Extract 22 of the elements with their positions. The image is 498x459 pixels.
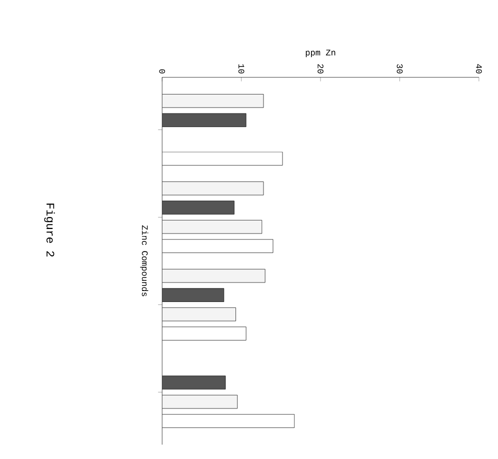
y-axis-title: Zinc Compounds (140, 225, 148, 296)
bar (162, 288, 224, 302)
text: Figure 2 (44, 204, 55, 257)
bar (162, 239, 274, 253)
bar (162, 94, 264, 108)
bar (162, 394, 238, 409)
bar (162, 152, 283, 166)
bar (162, 326, 246, 340)
x-tick-label: 40 (476, 64, 482, 74)
bar (162, 376, 226, 390)
x-tick-label: 10 (238, 64, 244, 74)
bar (162, 182, 264, 196)
x-axis-title: ppm Zn (306, 50, 336, 58)
bar (162, 113, 246, 128)
bar (162, 200, 234, 214)
bar (162, 268, 266, 283)
bar (162, 307, 236, 322)
x-tick-label: 20 (318, 64, 324, 74)
bar (162, 220, 262, 234)
bar (162, 414, 295, 428)
x-tick-label: 30 (396, 64, 403, 74)
x-tick-label: 0 (159, 69, 166, 74)
